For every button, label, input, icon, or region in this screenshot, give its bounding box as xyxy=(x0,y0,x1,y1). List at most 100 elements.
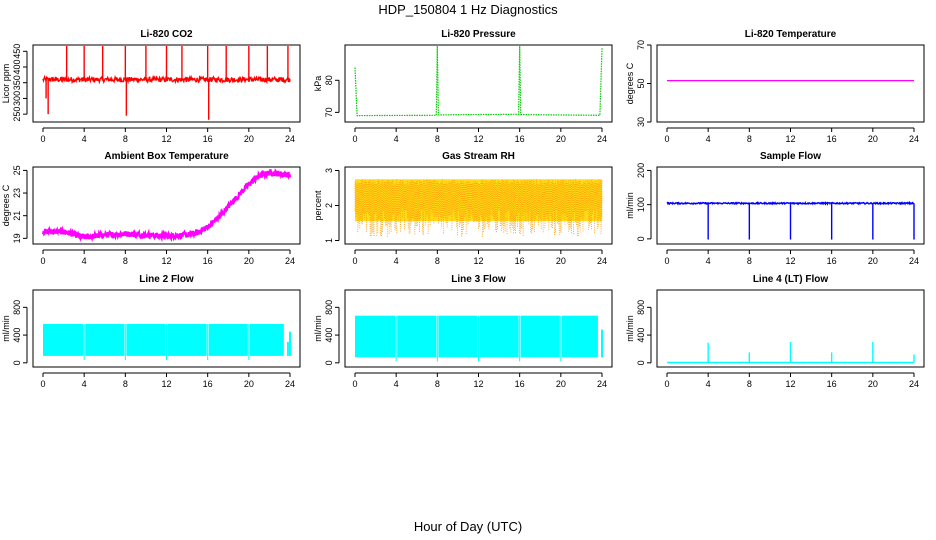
y-axis-label: Licor ppm xyxy=(1,64,11,104)
x-tick-label: 12 xyxy=(473,256,483,266)
flow-block xyxy=(561,315,598,358)
flow-block xyxy=(85,323,125,356)
flow-block xyxy=(438,315,478,358)
series-ambient-box-temperature xyxy=(41,168,292,243)
y-tick-label: 19 xyxy=(12,233,22,243)
y-axis-label: ml/min xyxy=(625,192,635,219)
plot-frame xyxy=(344,166,613,245)
x-tick-label: 0 xyxy=(664,134,669,144)
x-tick-label: 4 xyxy=(394,379,399,389)
x-tick-label: 12 xyxy=(785,256,795,266)
flow-block xyxy=(249,323,284,356)
chart-title: Li-820 Temperature xyxy=(745,29,837,40)
y-tick-label: 70 xyxy=(636,40,646,50)
y-tick-label: 800 xyxy=(324,300,334,315)
x-tick-label: 16 xyxy=(515,134,525,144)
x-tick-label: 16 xyxy=(203,256,213,266)
y-tick-label: 800 xyxy=(636,300,646,315)
y-tick-label: 400 xyxy=(324,328,334,343)
x-tick-label: 12 xyxy=(473,134,483,144)
chart-title: Li-820 Pressure xyxy=(441,29,516,40)
chart-title: Line 2 Flow xyxy=(139,274,194,285)
x-tick-label: 20 xyxy=(556,134,566,144)
y-tick-label: 50 xyxy=(636,78,646,88)
x-tick-label: 16 xyxy=(515,256,525,266)
chart-panel-3: Li-820 Temperature 0 4 8 12 16 20 24 30 50 70 degre… xyxy=(625,29,925,144)
chart-title: Sample Flow xyxy=(760,151,821,162)
flow-block xyxy=(43,323,84,356)
y-axis-label: degrees C xyxy=(625,62,635,104)
x-tick-label: 8 xyxy=(747,134,752,144)
plot-frame xyxy=(32,166,301,245)
plot-frame xyxy=(656,44,925,123)
y-tick-label: 200 xyxy=(636,163,646,178)
x-tick-label: 8 xyxy=(747,379,752,389)
x-tick-label: 24 xyxy=(285,256,295,266)
x-tick-label: 24 xyxy=(597,256,607,266)
chart-panel-4: Ambient Box Temperature 0 4 8 12 16 20 24 19 21 23… xyxy=(1,151,301,266)
series-li-820-pressure xyxy=(354,45,603,117)
x-tick-label: 20 xyxy=(244,379,254,389)
y-tick-label: 300 xyxy=(12,91,22,106)
y-axis-label: ml/min xyxy=(625,315,635,342)
x-tick-label: 0 xyxy=(40,134,45,144)
y-tick-label: 3 xyxy=(324,168,334,173)
y-tick-label: 0 xyxy=(636,236,646,241)
plot-frame xyxy=(656,289,925,368)
y-tick-label: 400 xyxy=(12,59,22,74)
page-title: HDP_150804 1 Hz Diagnostics xyxy=(378,2,558,17)
x-tick-label: 0 xyxy=(352,379,357,389)
chart-title: Ambient Box Temperature xyxy=(104,151,229,162)
x-tick-label: 24 xyxy=(909,379,919,389)
series-line-2-flow xyxy=(43,323,291,361)
x-tick-label: 24 xyxy=(909,256,919,266)
chart-title: Li-820 CO2 xyxy=(140,29,193,40)
x-tick-label: 24 xyxy=(597,379,607,389)
y-tick-label: 250 xyxy=(12,107,22,122)
chart-panel-6: Sample Flow 0 4 8 12 16 20 24 0 100 200 ml/min xyxy=(625,151,925,266)
y-tick-label: 0 xyxy=(12,360,22,365)
x-tick-label: 24 xyxy=(285,134,295,144)
y-tick-label: 100 xyxy=(636,197,646,212)
series-line-3-flow xyxy=(355,315,603,362)
x-tick-label: 4 xyxy=(706,256,711,266)
x-tick-label: 4 xyxy=(394,256,399,266)
chart-title: Line 3 Flow xyxy=(451,274,506,285)
x-tick-label: 20 xyxy=(244,134,254,144)
x-tick-label: 8 xyxy=(435,256,440,266)
x-tick-label: 0 xyxy=(664,256,669,266)
y-tick-label: 0 xyxy=(636,360,646,365)
y-tick-label: 30 xyxy=(636,117,646,127)
y-tick-label: 400 xyxy=(12,328,22,343)
x-tick-label: 20 xyxy=(868,134,878,144)
x-tick-label: 20 xyxy=(868,379,878,389)
x-tick-label: 4 xyxy=(706,379,711,389)
page-x-axis-label: Hour of Day (UTC) xyxy=(413,519,523,534)
x-tick-label: 4 xyxy=(394,134,399,144)
series-line xyxy=(41,168,292,243)
y-tick-label: 80 xyxy=(324,75,334,85)
plot-frame xyxy=(344,44,613,123)
y-axis-label: percent xyxy=(313,190,323,221)
x-tick-label: 12 xyxy=(161,134,171,144)
x-tick-label: 0 xyxy=(40,379,45,389)
y-tick-label: 2 xyxy=(324,203,334,208)
x-tick-label: 0 xyxy=(664,379,669,389)
flow-block xyxy=(397,315,437,358)
flow-block xyxy=(208,323,248,356)
x-tick-label: 24 xyxy=(597,134,607,144)
x-tick-label: 16 xyxy=(827,256,837,266)
chart-title: Gas Stream RH xyxy=(442,151,515,162)
x-tick-label: 24 xyxy=(285,379,295,389)
x-tick-label: 4 xyxy=(706,134,711,144)
x-tick-label: 16 xyxy=(203,379,213,389)
x-tick-label: 8 xyxy=(123,256,128,266)
x-tick-label: 12 xyxy=(161,256,171,266)
chart-panel-1: Li-820 CO2 0 4 8 12 16 20 24 250300350400450Lico… xyxy=(1,29,301,144)
y-tick-label: 450 xyxy=(12,44,22,59)
flow-block xyxy=(167,323,207,356)
